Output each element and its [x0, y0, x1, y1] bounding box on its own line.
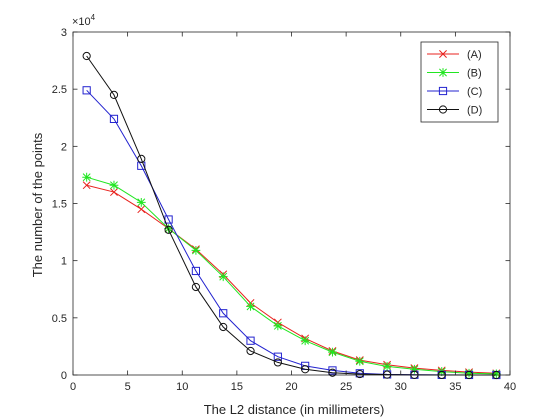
y-tick-label: 2: [61, 141, 67, 153]
legend-marker: [439, 68, 448, 77]
y-tick-label: 3: [61, 27, 67, 39]
data-point: [192, 246, 201, 255]
x-tick-label: 40: [504, 381, 516, 393]
x-axis-label: The L2 distance (in millimeters): [204, 402, 385, 417]
x-tick-label: 10: [176, 381, 188, 393]
data-point: [246, 302, 255, 311]
data-point: [383, 362, 392, 371]
legend-label: (C): [467, 86, 482, 98]
legend: (A) (B) (C) (D): [421, 42, 498, 122]
x-tick-label: 0: [70, 381, 76, 393]
y-tick-label: 2.5: [52, 84, 67, 96]
x-tick-label: 30: [395, 381, 407, 393]
x-tick-label: 20: [285, 381, 297, 393]
y-tick-label: 1.5: [52, 199, 67, 211]
x-tick-label: 35: [449, 381, 461, 393]
data-point: [273, 321, 282, 330]
legend-label: (B): [467, 68, 482, 80]
legend-label: (A): [467, 49, 482, 61]
x-tick-label: 25: [340, 381, 352, 393]
x-tick-label: 5: [125, 381, 131, 393]
data-point: [328, 348, 337, 357]
data-point: [355, 357, 364, 366]
data-point: [110, 181, 119, 190]
legend-label: (D): [467, 105, 482, 117]
y-tick-label: 0: [61, 370, 67, 382]
y-tick-label: 1: [61, 256, 67, 268]
data-point: [82, 173, 91, 182]
data-point: [219, 272, 228, 281]
data-point: [137, 198, 146, 207]
y-tick-label: 0.5: [52, 313, 67, 325]
x-tick-label: 15: [231, 381, 243, 393]
y-axis-label: The number of the points: [30, 132, 45, 277]
data-point: [301, 336, 310, 345]
